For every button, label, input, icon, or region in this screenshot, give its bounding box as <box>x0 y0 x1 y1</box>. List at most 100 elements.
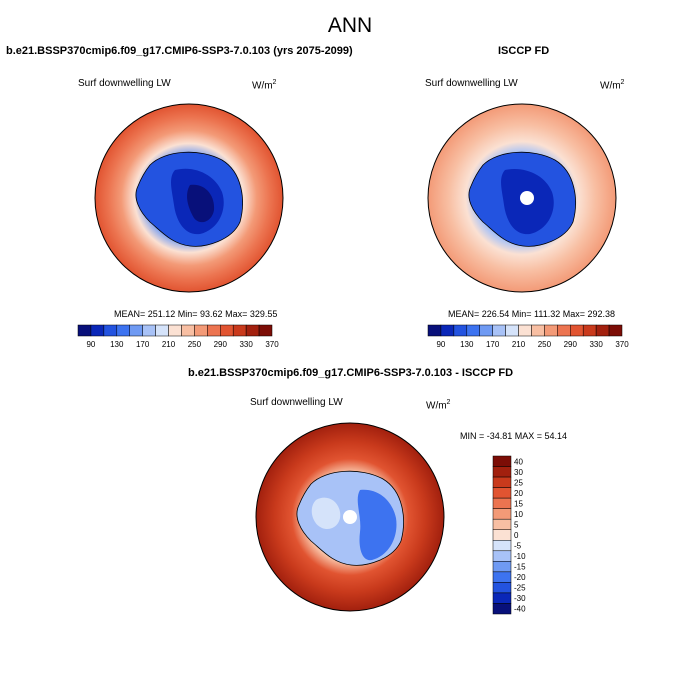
panel3-colorbar-tick-label: -10 <box>514 552 526 561</box>
panel3-colorbar-cell <box>492 571 512 583</box>
panel1-colorbar-cell <box>155 324 169 337</box>
panel3-colorbar-tick-label: 20 <box>514 489 523 498</box>
panel3-title: b.e21.BSSP370cmip6.f09_g17.CMIP6-SSP3-7.… <box>188 367 514 379</box>
panel2-map-border <box>427 103 617 293</box>
panel1-stats: MEAN= 251.12 Min= 93.62 Max= 329.55 <box>114 309 278 319</box>
panel2-colorbar-cell <box>479 324 493 337</box>
panel3-colorbar-tick-label: 15 <box>514 499 523 508</box>
panel1-colorbar-tick-label: 370 <box>265 340 279 349</box>
panel1-colorbar-cell <box>245 324 260 337</box>
panel2-variable-label: Surf downwelling LW <box>425 78 518 89</box>
panel3-stats: MIN = -34.81 MAX = 54.14 <box>460 431 568 441</box>
panel2-colorbar-cell <box>595 324 610 337</box>
panel3-colorbar-cell <box>492 582 512 594</box>
panel2-missing-data-hole <box>520 191 534 205</box>
panel3-colorbar-tick-label: -20 <box>514 573 526 582</box>
panel2-colorbar-cell <box>557 324 571 337</box>
panel2-colorbar-cell <box>466 324 480 337</box>
panel3-colorbar-tick-label: 0 <box>514 531 519 540</box>
panel2-colorbar-cell <box>440 324 455 337</box>
panel1-colorbar-cell <box>129 324 143 337</box>
panel3-weak-change-region <box>311 497 341 530</box>
panel1-units: W/m2 <box>252 79 277 92</box>
panel1-colorbar-cell <box>77 324 92 337</box>
panel3-colorbar-cell <box>492 592 512 604</box>
panel1-colorbar-tick-label: 330 <box>239 340 253 349</box>
panel1-colorbar-tick-label: 170 <box>136 340 150 349</box>
panel3-colorbar-tick-label: 5 <box>514 520 519 529</box>
panel3-colorbar-cell <box>492 550 512 562</box>
panel1-colorbar-cell <box>103 324 118 337</box>
panel1-colorbar-cell <box>220 324 234 337</box>
panel1-colorbar-cell <box>168 324 182 337</box>
panel3-colorbar-tick-label: -5 <box>514 542 522 551</box>
panel2-colorbar-cell <box>531 324 545 337</box>
panel2-colorbar-tick-label: 290 <box>564 340 578 349</box>
panel1-colorbar-cell <box>181 324 195 337</box>
panel2-colorbar-cell <box>505 324 519 337</box>
panel2-colorbar-cell <box>453 324 468 337</box>
panel2-colorbar-cell <box>570 324 584 337</box>
panel2-colorbar-tick-label: 250 <box>538 340 552 349</box>
panel3-colorbar-cell <box>492 561 512 573</box>
panel1-colorbar-tick-label: 290 <box>214 340 228 349</box>
panel1-title: b.e21.BSSP370cmip6.f09_g17.CMIP6-SSP3-7.… <box>6 45 353 57</box>
panel2-stats: MEAN= 226.54 Min= 111.32 Max= 292.38 <box>448 309 616 319</box>
panel1-colorbar: 90 130 170 210 250 290 330 370 <box>77 324 279 349</box>
panel3-colorbar-cell <box>492 466 512 478</box>
panel2-colorbar: 90 130 170 210 250 290 330 370 <box>427 324 629 349</box>
panel2-colorbar-tick-label: 370 <box>615 340 629 349</box>
panel1-map-border <box>94 103 284 293</box>
panel3-colorbar-tick-label: -30 <box>514 594 526 603</box>
panel3-colorbar-tick-label: 40 <box>514 457 523 466</box>
panel2-map <box>427 103 617 293</box>
figure-title: ANN <box>327 14 373 37</box>
panel3-colorbar-tick-label: -15 <box>514 563 526 572</box>
panel3-colorbar-tick-label: 10 <box>514 510 523 519</box>
panel3-colorbar-cell <box>492 455 512 467</box>
panel1-variable-label: Surf downwelling LW <box>78 78 171 89</box>
panel2-colorbar-cell <box>582 324 597 337</box>
panel2-colorbar-cell <box>544 324 558 337</box>
panel2-colorbar-tick-label: 130 <box>460 340 474 349</box>
panel1-colorbar-cell <box>116 324 130 337</box>
panel1-colorbar-tick-label: 210 <box>162 340 176 349</box>
panel1-colorbar-cell <box>90 324 105 337</box>
panel3-units: W/m2 <box>426 399 451 412</box>
panel3-colorbar-cell <box>492 476 512 488</box>
panel2-colorbar-tick-label: 90 <box>436 340 445 349</box>
panel2-colorbar-cell <box>518 324 532 337</box>
panel2-colorbar-tick-label: 210 <box>512 340 526 349</box>
panel3-colorbar-tick-label: -40 <box>514 605 526 614</box>
panel2-colorbar-cell <box>608 324 623 337</box>
panel2-units: W/m2 <box>600 79 625 92</box>
panel1-map <box>94 103 284 293</box>
panel3-colorbar-tick-label: 25 <box>514 478 523 487</box>
panel3-colorbar-cell <box>492 529 512 541</box>
panel3-colorbar-cell <box>492 540 512 552</box>
panel3-variable-label: Surf downwelling LW <box>250 397 343 408</box>
panel1-core <box>187 184 215 223</box>
panel1-colorbar-tick-label: 130 <box>110 340 124 349</box>
panel2-colorbar-cell <box>492 324 506 337</box>
panel3-colorbar-tick-label: 30 <box>514 468 523 477</box>
panel1-colorbar-cell <box>207 324 221 337</box>
panel3-cooling-region <box>357 489 397 561</box>
panel1-colorbar-tick-label: 90 <box>86 340 95 349</box>
panel2-colorbar-tick-label: 330 <box>589 340 603 349</box>
panel1-colorbar-cell <box>142 324 156 337</box>
panel1-colorbar-cell <box>194 324 208 337</box>
panel3-colorbar-cell <box>492 497 512 509</box>
panel3-map <box>255 422 445 612</box>
panel1-colorbar-cell <box>258 324 273 337</box>
panel3-colorbar-cell <box>492 508 512 520</box>
panel1-colorbar-tick-label: 250 <box>188 340 202 349</box>
panel3-colorbar-cell <box>492 487 512 499</box>
panel3-colorbar-tick-label: -25 <box>514 584 526 593</box>
panel3-colorbar-cell <box>492 603 512 615</box>
panel2-colorbar-cell <box>427 324 442 337</box>
panel3-missing-data-hole <box>343 510 357 524</box>
panel2-colorbar-tick-label: 170 <box>486 340 500 349</box>
